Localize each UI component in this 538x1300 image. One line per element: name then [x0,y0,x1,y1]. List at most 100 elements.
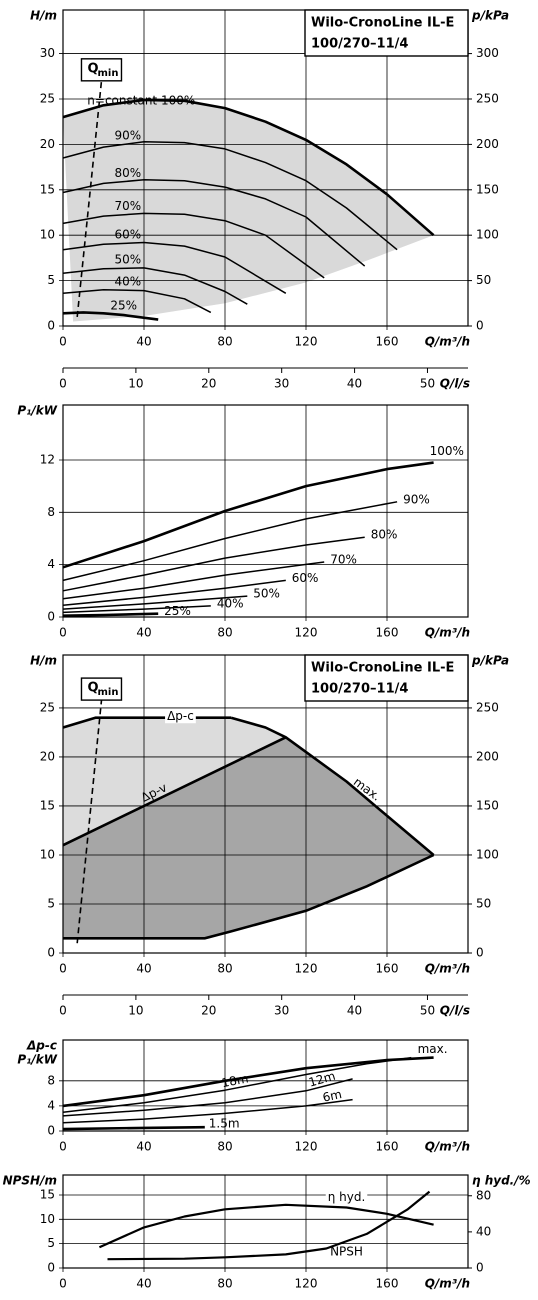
y-tick-label: 0 [47,1261,55,1275]
y-tick-label: 5 [47,273,55,287]
y-tick-label: 15 [40,1187,55,1201]
x-tick-label: 40 [136,335,151,349]
qmin-sub: min [97,687,118,698]
x-tick-label: 30 [274,1004,289,1018]
y2-tick-label: 150 [476,798,499,812]
x-axis-label: Q/m³/h [425,1277,470,1291]
y-axis-label: H/m [30,9,57,23]
plot-frame [62,404,469,618]
x-tick-label: 120 [295,1140,318,1154]
x-tick-label: 10 [128,377,143,391]
x-tick-label: 0 [59,1004,67,1018]
curve [62,736,287,847]
x-tick-label: 0 [59,962,67,976]
x-tick-label: 80 [217,335,232,349]
y-tick-label: 0 [47,610,55,624]
x-axis-label: Q/m³/h [425,1140,470,1154]
curve [62,612,159,617]
x-tick-label: 50 [420,1004,435,1018]
curve-label: 80% [371,528,398,542]
y-tick-label: 20 [40,749,55,763]
y2-axis-label: p/kPa [471,654,509,668]
x-tick-label: 10 [128,1004,143,1018]
curve [62,212,325,279]
qmin-label: Q [87,681,98,696]
x-tick-label: 20 [201,1004,216,1018]
curve-label: 50% [253,587,280,601]
qmin-box [80,677,123,701]
curve [62,1078,353,1117]
curve-label: 25% [164,604,191,618]
curve [62,1125,205,1131]
y2-tick-label: 100 [476,228,499,242]
y2-tick-label: 50 [476,273,491,287]
qmin-line [76,700,103,944]
curve-label: η hyd. [328,1190,366,1204]
x-tick-label: 40 [136,626,151,640]
chart-title: 100/270–11/4 [311,37,408,52]
dp-v-area [63,737,434,939]
curve [62,461,434,569]
y-axis-label: P₁/kW [17,404,57,418]
min-curve [63,853,435,940]
x-tick-label: 40 [347,377,362,391]
y2-tick-label: 250 [476,700,499,714]
curve [62,501,398,582]
y-tick-label: 25 [40,700,55,714]
x-tick-label: 80 [217,626,232,640]
y2-tick-label: 150 [476,182,499,196]
y-tick-label: 10 [40,1212,55,1226]
x-tick-label: 40 [347,1004,362,1018]
x-tick-label: 40 [136,962,151,976]
curve [62,267,248,305]
plot-frame [62,1174,469,1269]
qmin-label: Q [87,61,98,76]
label-background [165,709,196,724]
x-tick-label: 0 [59,1140,67,1154]
x-tick-label: 160 [376,626,399,640]
y2-tick-label: 50 [476,896,491,910]
curve-label: 100% [430,444,464,458]
x-tick-label: 20 [201,377,216,391]
x-axis-label: Q/m³/h [425,626,470,640]
chart-title: Wilo-CronoLine IL-E [311,16,454,31]
title-box [304,9,469,57]
curve [62,311,159,321]
y-axis-label: Δp-c [26,1039,57,1053]
y-axis-label: NPSH/m [3,1174,57,1188]
qmin-sub: min [97,68,118,79]
y-tick-label: 10 [40,847,55,861]
x-tick-label: 50 [420,377,435,391]
y-tick-label: 25 [40,91,55,105]
plot-frame [62,9,469,327]
y-tick-label: 4 [47,1098,55,1112]
y-tick-label: 15 [40,182,55,196]
x-axis-label: Q/l/s [440,377,470,391]
y2-tick-label: 250 [476,91,499,105]
curve [62,140,398,251]
y-tick-label: 5 [47,896,55,910]
y2-tick-label: 0 [476,946,484,960]
label-background [325,1190,368,1205]
curve-label: 60% [292,571,319,585]
y-tick-label: 4 [47,557,55,571]
y-tick-label: 10 [40,228,55,242]
x-tick-label: 80 [217,1140,232,1154]
x-tick-label: 160 [376,335,399,349]
x-tick-label: 80 [217,1277,232,1291]
y2-tick-label: 100 [476,847,499,861]
curve-label: 90% [114,128,141,142]
y2-tick-label: 200 [476,749,499,763]
curve [62,579,286,606]
curve-label: 40% [217,596,244,610]
x-tick-label: 160 [376,1140,399,1154]
y-tick-label: 0 [47,946,55,960]
y-tick-label: 8 [47,1073,55,1087]
chart-title: 100/270–11/4 [311,682,408,697]
dp-c-area [63,717,286,846]
y-tick-label: 12 [40,452,55,466]
plot-frame [62,654,469,954]
y-tick-label: 0 [47,319,55,333]
